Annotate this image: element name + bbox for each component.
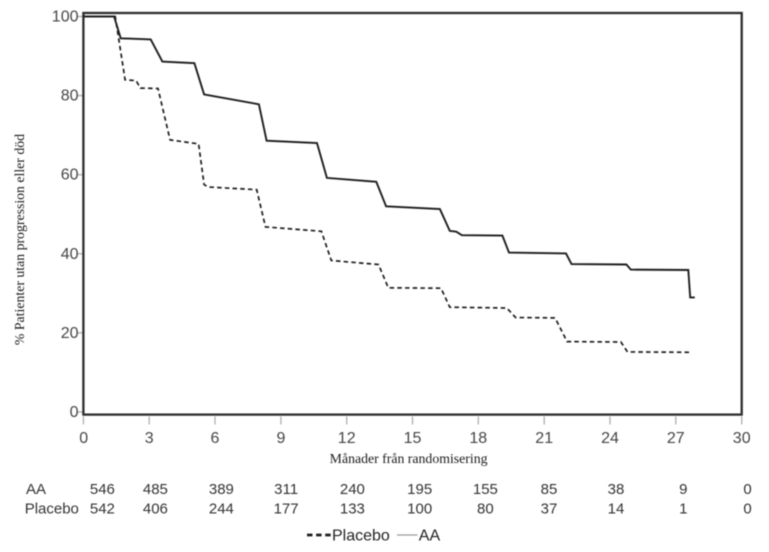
svg-text:240: 240 <box>340 481 365 498</box>
svg-text:546: 546 <box>90 481 115 498</box>
svg-text:0: 0 <box>79 430 88 447</box>
svg-text:9: 9 <box>276 430 285 447</box>
svg-text:AA: AA <box>419 528 441 545</box>
svg-text:38: 38 <box>608 481 625 498</box>
svg-text:0: 0 <box>70 404 79 421</box>
svg-text:30: 30 <box>733 430 751 447</box>
svg-text:80: 80 <box>477 501 494 518</box>
svg-text:485: 485 <box>143 481 168 498</box>
svg-text:311: 311 <box>274 481 298 498</box>
svg-text:27: 27 <box>667 430 685 447</box>
svg-text:18: 18 <box>469 430 487 447</box>
svg-text:% Patienter utan progression e: % Patienter utan progression eller död <box>12 134 27 345</box>
svg-text:3: 3 <box>145 430 154 447</box>
svg-text:542: 542 <box>90 501 115 518</box>
svg-text:0: 0 <box>743 501 751 518</box>
svg-text:AA: AA <box>26 481 46 498</box>
svg-text:389: 389 <box>209 481 234 498</box>
svg-text:Placebo: Placebo <box>25 501 79 518</box>
svg-text:20: 20 <box>61 325 79 342</box>
svg-text:100: 100 <box>407 501 432 518</box>
svg-text:14: 14 <box>608 501 625 518</box>
svg-text:0: 0 <box>743 481 751 498</box>
svg-text:406: 406 <box>143 501 168 518</box>
svg-text:1: 1 <box>679 501 687 518</box>
svg-text:12: 12 <box>338 430 356 447</box>
svg-text:100: 100 <box>52 9 79 26</box>
svg-text:6: 6 <box>211 430 220 447</box>
svg-text:9: 9 <box>679 481 687 498</box>
svg-text:21: 21 <box>535 430 553 447</box>
svg-text:155: 155 <box>473 481 498 498</box>
svg-text:40: 40 <box>61 246 79 263</box>
svg-text:80: 80 <box>61 88 79 105</box>
svg-text:15: 15 <box>404 430 422 447</box>
svg-text:24: 24 <box>601 430 619 447</box>
svg-text:Placebo: Placebo <box>332 528 390 545</box>
svg-text:133: 133 <box>340 501 365 518</box>
svg-text:195: 195 <box>407 481 432 498</box>
svg-text:37: 37 <box>541 501 558 518</box>
svg-text:Månader från randomisering: Månader från randomisering <box>330 451 488 466</box>
svg-text:244: 244 <box>209 501 234 518</box>
svg-text:60: 60 <box>61 167 79 184</box>
svg-text:177: 177 <box>274 501 299 518</box>
svg-text:85: 85 <box>541 481 558 498</box>
